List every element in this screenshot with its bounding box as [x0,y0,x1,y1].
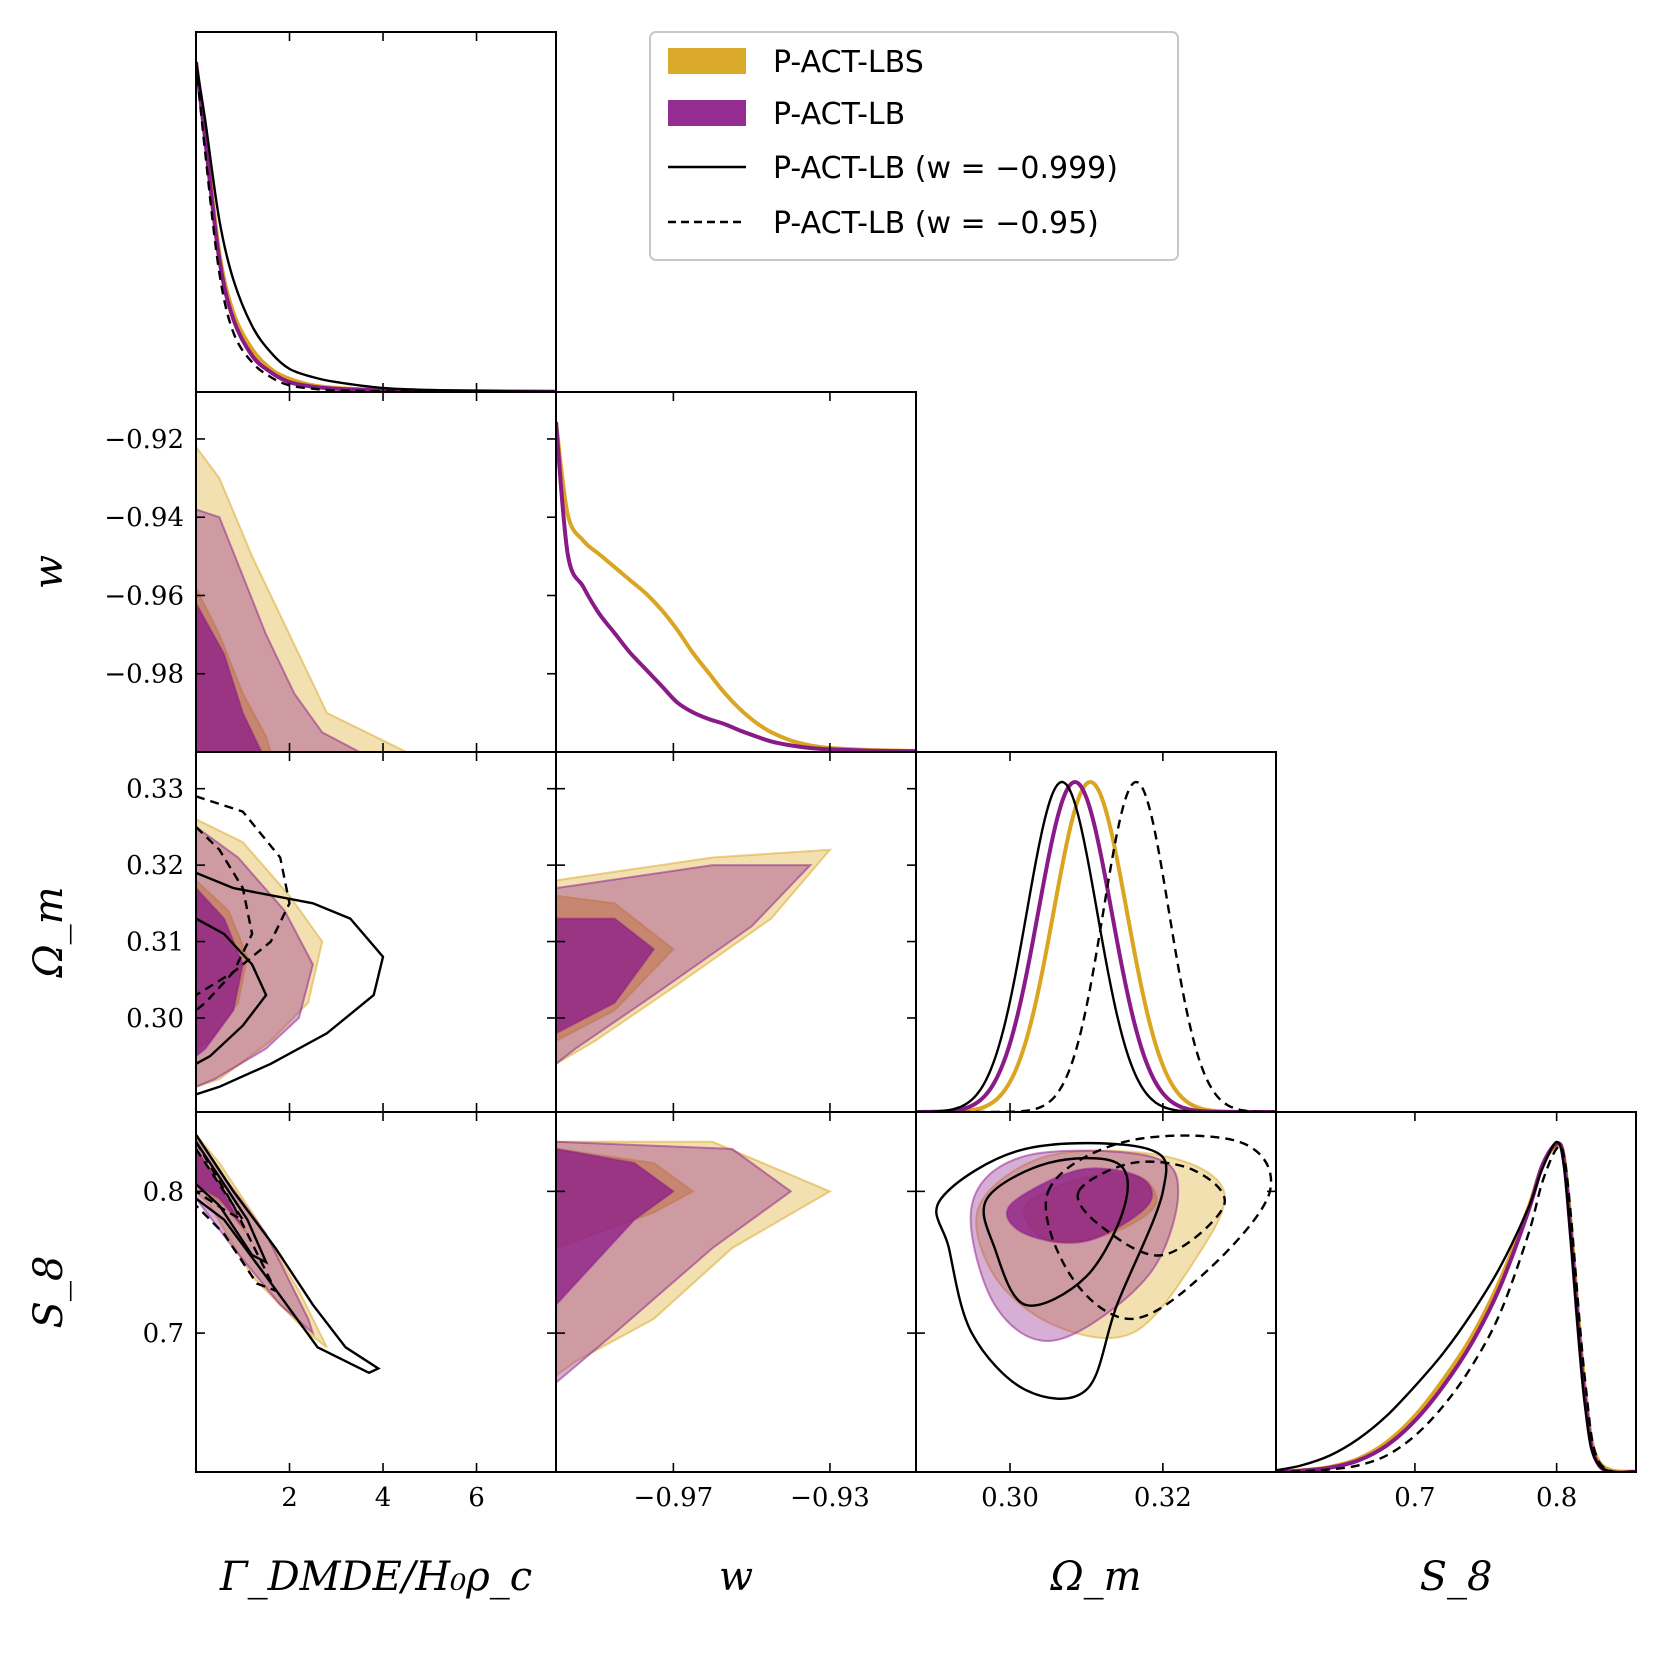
x-tick-label-gamma: 2 [281,1483,298,1513]
marginal-omega_m [916,779,1276,1112]
marginal-line-w=-0.95 [196,61,556,392]
marginal-line-w=-0.999 [916,780,1276,1112]
marginal-line-P-ACT-LBS [556,421,916,752]
y-tick-label-w: −0.94 [104,503,184,533]
contour-p-act-lb-68 [196,886,244,1058]
contour-w=-0.999-68 [982,1156,1130,1307]
contour-w=-0.95-95 [196,1141,278,1293]
contour-w=-0.95-68 [196,826,254,1012]
panel-frame [555,391,917,753]
legend-label-w095: P-ACT-LB (w = −0.95) [773,206,1099,241]
y-axis-label-w: w [26,555,72,589]
x-tick-label-s8: 0.7 [1394,1483,1435,1513]
panel-frame [195,31,557,393]
contour-w=-0.95-95 [1044,1134,1273,1321]
marginal-line-w=-0.999 [1276,1140,1636,1472]
contour-p-act-lbs-95 [196,445,407,752]
contour-w=-0.95-68 [196,1148,247,1223]
x-tick-label-gamma: 6 [468,1483,485,1513]
contour-p-act-lb-68 [1005,1167,1154,1244]
y-tick-label-w: −0.98 [104,660,184,690]
legend-label-lb: P-ACT-LB [773,97,905,132]
contour-w=-0.999-95 [935,1141,1168,1400]
y-tick-label-omega_m: 0.30 [126,1004,184,1034]
contour-w=-0.999-68 [196,917,268,1065]
y-axis-label-s8: S_8 [26,1256,72,1329]
contour-p-act-lb-68 [196,602,263,752]
marginal-s8 [1276,1140,1636,1472]
y-tick-label-w: −0.96 [104,581,184,611]
x-tick-label-gamma: 4 [375,1483,392,1513]
panel-frame [915,751,1277,1113]
x-tick-label-w: −0.97 [634,1483,714,1513]
marginal-line-w=-0.95 [1276,1144,1636,1472]
marginal-line-P-ACT-LBS [1276,1142,1636,1472]
contour-p-act-lbs-95 [196,1133,328,1349]
legend-label-lbs: P-ACT-LBS [773,45,924,80]
panel-frame [195,1111,557,1473]
panel-omega_m-s8 [935,1134,1273,1400]
x-tick-label-omega_m: 0.32 [1134,1483,1192,1513]
marginal-w [556,421,916,752]
legend-swatch-lb [668,100,746,126]
contour-w=-0.95-68 [1076,1160,1226,1257]
marginal-line-P-ACT-LB [1276,1141,1636,1472]
panel-frame [1275,1111,1637,1473]
marginal-line-w=-0.999 [196,61,556,392]
y-tick-label-s8: 0.8 [143,1177,184,1207]
x-tick-label-w: −0.93 [790,1483,870,1513]
contour-w=-0.999-95 [196,1134,381,1375]
contour-p-act-lb-68 [556,1147,676,1307]
marginal-line-w=-0.95 [916,780,1276,1112]
legend-label-w0999: P-ACT-LB (w = −0.999) [773,151,1118,186]
panels: 2 4 6 −0.97 −0.93 0.30 0.32 0.7 0.8 −0.92 −0.94 −0.… [26,31,1637,1600]
x-tick-label-s8: 0.8 [1536,1483,1577,1513]
y-tick-label-omega_m: 0.33 [126,775,184,805]
legend: P-ACT-LBS P-ACT-LB P-ACT-LB (w = −0.999)… [649,31,1179,261]
contour-w=-0.999-95 [196,871,385,1096]
panel-gamma-s8 [196,1132,381,1375]
marginal-line-P-ACT-LB [556,421,916,752]
panel-w-omega_m [556,848,833,1066]
y-tick-label-omega_m: 0.32 [126,851,184,881]
panel-gamma-omega_m [196,795,385,1096]
x-axis-label-gamma: Γ_DMDE/H₀ρ_c [219,1554,532,1600]
y-axis-label-omega_m: Ω_m [26,886,72,978]
legend-swatch-lbs [668,48,746,74]
y-tick-label-s8: 0.7 [143,1319,184,1349]
x-axis-label-w: w [719,1554,753,1600]
y-tick-label-w: −0.92 [104,425,184,455]
x-axis-label-omega_m: Ω_m [1049,1554,1141,1600]
panel-w-s8 [556,1140,833,1385]
x-tick-label-omega_m: 0.30 [981,1483,1039,1513]
marginal-line-P-ACT-LBS [196,61,556,392]
contour-p-act-lb-68 [556,917,656,1035]
marginal-gamma [196,61,556,392]
contour-p-act-lb-95 [556,864,813,1066]
legend-frame [649,31,1179,261]
marginal-line-P-ACT-LB [916,779,1276,1112]
panel-gamma-w [196,445,407,752]
y-tick-label-omega_m: 0.31 [126,928,184,958]
x-axis-label-s8: S_8 [1420,1554,1493,1600]
